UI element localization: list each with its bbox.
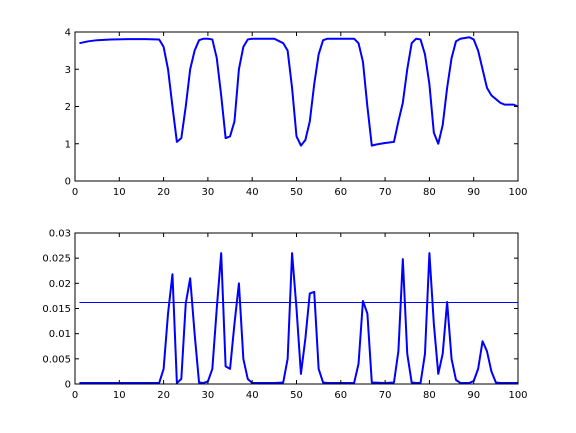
bottom-plot: 0 10 20 30 40 50 60 70 80 90 100 0 0.005 0.01 0.015 0.0… bbox=[42, 229, 527, 402]
y-tick-label: 0.03 bbox=[49, 229, 71, 240]
x-tick-label: 50 bbox=[290, 390, 303, 401]
x-tick-label: 20 bbox=[157, 390, 170, 401]
x-tick-label: 30 bbox=[202, 187, 215, 198]
y-tick-label: 0 bbox=[65, 177, 71, 188]
y-tick-label: 1 bbox=[65, 139, 71, 150]
x-tick-label: 90 bbox=[467, 187, 480, 198]
x-tick-label: 100 bbox=[508, 187, 527, 198]
x-tick-label: 30 bbox=[202, 390, 215, 401]
y-tick-label: 0.025 bbox=[42, 254, 71, 265]
x-tick-label: 70 bbox=[379, 187, 392, 198]
x-tick-label: 40 bbox=[246, 390, 259, 401]
y-tick-label: 0.01 bbox=[49, 329, 71, 340]
x-tick-label: 50 bbox=[290, 187, 303, 198]
x-tick-label: 40 bbox=[246, 187, 259, 198]
x-tick-label: 10 bbox=[113, 187, 126, 198]
x-tick-label: 60 bbox=[334, 390, 347, 401]
y-tick-label: 3 bbox=[65, 65, 71, 76]
x-tick-label: 100 bbox=[508, 390, 527, 401]
y-tick-label: 2 bbox=[65, 102, 71, 113]
x-tick-label: 60 bbox=[334, 187, 347, 198]
x-tick-label: 90 bbox=[467, 390, 480, 401]
series-line-1 bbox=[79, 252, 518, 384]
x-tick-label: 10 bbox=[113, 390, 126, 401]
x-tick-label: 20 bbox=[157, 187, 170, 198]
x-tick-label: 80 bbox=[423, 187, 436, 198]
x-tick-label: 70 bbox=[379, 390, 392, 401]
y-tick-label: 4 bbox=[65, 28, 71, 39]
y-tick-label: 0.015 bbox=[42, 304, 71, 315]
top-plot: 0 10 20 30 40 50 60 70 80 90 100 0 1 2 3 4 bbox=[65, 28, 528, 199]
x-tick-label: 0 bbox=[72, 187, 78, 198]
series-line-1 bbox=[79, 36, 519, 147]
x-tick-label: 0 bbox=[72, 390, 78, 401]
y-tick-label: 0.005 bbox=[42, 354, 71, 365]
x-tick-label: 80 bbox=[423, 390, 436, 401]
y-tick-label: 0 bbox=[65, 380, 71, 391]
y-tick-label: 0.02 bbox=[49, 279, 71, 290]
